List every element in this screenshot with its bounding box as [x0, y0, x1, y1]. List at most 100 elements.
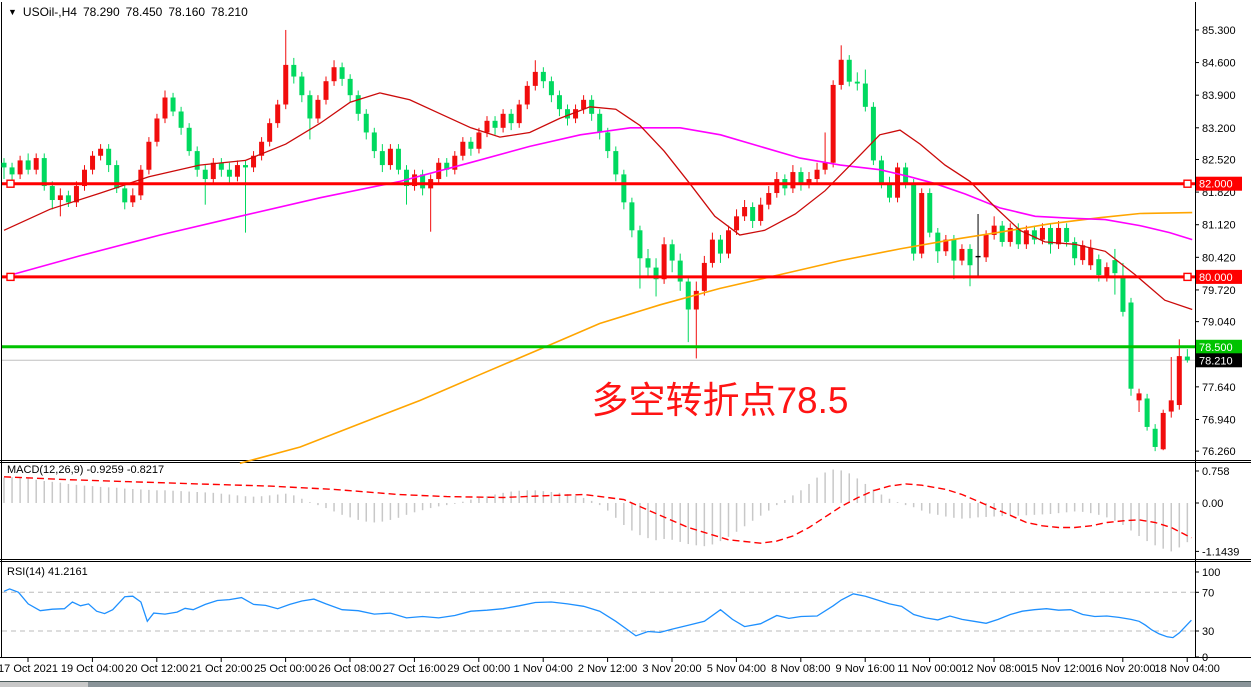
candle-body	[774, 179, 780, 194]
candle-body	[154, 118, 160, 142]
candle-body	[1104, 267, 1110, 277]
candle-body	[870, 106, 876, 161]
candle-body	[98, 148, 104, 156]
candle-body	[307, 95, 313, 119]
candle-body	[524, 85, 530, 105]
candle-body	[967, 248, 973, 266]
candle-body	[911, 183, 917, 254]
candle-body	[363, 113, 369, 133]
candle-body	[1, 162, 7, 168]
candle-body	[476, 132, 482, 149]
price-tick-label: 81.120	[1202, 220, 1236, 232]
candle-body	[17, 160, 23, 175]
candle-body	[1023, 230, 1029, 245]
candle-body	[1007, 227, 1013, 242]
candle-body	[814, 169, 820, 180]
candle-body	[750, 207, 756, 221]
macd-indicator-label: MACD(12,26,9) -0.9259 -0.8217	[7, 464, 165, 476]
price-tick-label: 83.200	[1202, 123, 1236, 135]
chart-header: ▼ USOil-,H4 78.290 78.450 78.160 78.210	[8, 5, 248, 19]
price-tick-label: 79.720	[1202, 285, 1236, 297]
candle-body	[202, 169, 208, 180]
candle-body	[243, 165, 248, 168]
time-tick-label: 16 Nov 20:00	[1090, 663, 1155, 675]
candle-body	[983, 234, 989, 258]
symbol-dropdown-marker-icon[interactable]: ▼	[8, 7, 17, 17]
candle-body	[1168, 400, 1174, 412]
candle-body	[500, 113, 506, 128]
price-tick-label: 84.600	[1202, 58, 1236, 70]
candle-body	[291, 64, 297, 77]
ma-mid-line	[3, 127, 1193, 278]
candle-body	[975, 255, 981, 258]
rsi-line	[3, 588, 1192, 639]
price-label-box	[1196, 176, 1242, 191]
ma-fast-line	[3, 92, 1193, 311]
bottom-strip	[0, 682, 1251, 687]
macd-panel: 0.758 0.00 -1.1439	[3, 466, 1239, 558]
price-tick-label: 76.940	[1202, 414, 1236, 426]
ma-fast-line	[3, 92, 1193, 311]
candle-body	[25, 160, 31, 170]
candle-body	[347, 78, 353, 96]
candle-body	[1039, 227, 1045, 240]
rsi-axis-label: 100	[1202, 567, 1220, 579]
candle-body	[194, 151, 200, 170]
candle-body	[548, 81, 554, 96]
candle-body	[251, 155, 257, 168]
candle-body	[573, 109, 579, 119]
candle-body	[532, 71, 538, 86]
candle-body	[645, 258, 651, 268]
quote-open: 78.290	[82, 5, 120, 19]
candle-body	[170, 97, 176, 112]
candle-body	[33, 158, 39, 170]
candle-body	[1056, 227, 1062, 245]
candle-body	[508, 113, 514, 124]
hline-handle	[1183, 179, 1192, 188]
candle-body	[516, 104, 522, 124]
macd-axis-label: 0.758	[1202, 466, 1230, 478]
candle-body	[315, 99, 321, 119]
candle-body	[677, 260, 683, 282]
chart-annotation-text: 多空转折点78.5	[591, 380, 849, 421]
macd-axis-label: 0.00	[1202, 498, 1223, 510]
candle-body	[73, 186, 79, 203]
quote-low: 78.160	[168, 5, 206, 19]
candle-body	[114, 165, 120, 189]
price-label-text: 78.500	[1199, 342, 1233, 354]
time-tick-label: 9 Nov 16:00	[836, 663, 895, 675]
candle-body	[1144, 398, 1150, 427]
candle-body	[1112, 260, 1118, 274]
candle-body	[444, 162, 450, 170]
candle-body	[581, 99, 587, 110]
candle-body	[790, 172, 796, 189]
hline-handle	[6, 272, 15, 282]
rsi-axis-label: 30	[1202, 626, 1214, 638]
candle-body	[1048, 227, 1053, 245]
candle-body	[621, 174, 627, 203]
candle-body	[927, 193, 933, 233]
time-tick-label: 11 Nov 00:00	[897, 663, 962, 675]
time-tick-label: 27 Oct 16:00	[383, 663, 446, 675]
quote-close: 78.210	[211, 5, 248, 19]
candle-body	[178, 111, 184, 128]
candle-body	[709, 239, 715, 263]
candle-body	[822, 162, 828, 170]
price-tick-label: 79.040	[1202, 317, 1236, 329]
candle-body	[49, 186, 55, 201]
candle-body	[798, 172, 804, 184]
candle-body	[556, 95, 562, 110]
time-tick-label: 19 Oct 04:00	[61, 663, 124, 675]
panel-borders	[0, 2, 1251, 658]
candle-body	[162, 97, 168, 119]
candle-body	[629, 202, 635, 231]
candle-body	[234, 165, 240, 177]
macd-axis-label: -1.1439	[1202, 546, 1239, 558]
price-tick-label: 85.300	[1202, 25, 1236, 37]
price-tick-label: 76.260	[1202, 446, 1236, 458]
candle-body	[1176, 356, 1182, 406]
candle-body	[1064, 227, 1070, 242]
candle-body	[1120, 276, 1126, 312]
price-line-label: 80.000	[1196, 269, 1242, 284]
